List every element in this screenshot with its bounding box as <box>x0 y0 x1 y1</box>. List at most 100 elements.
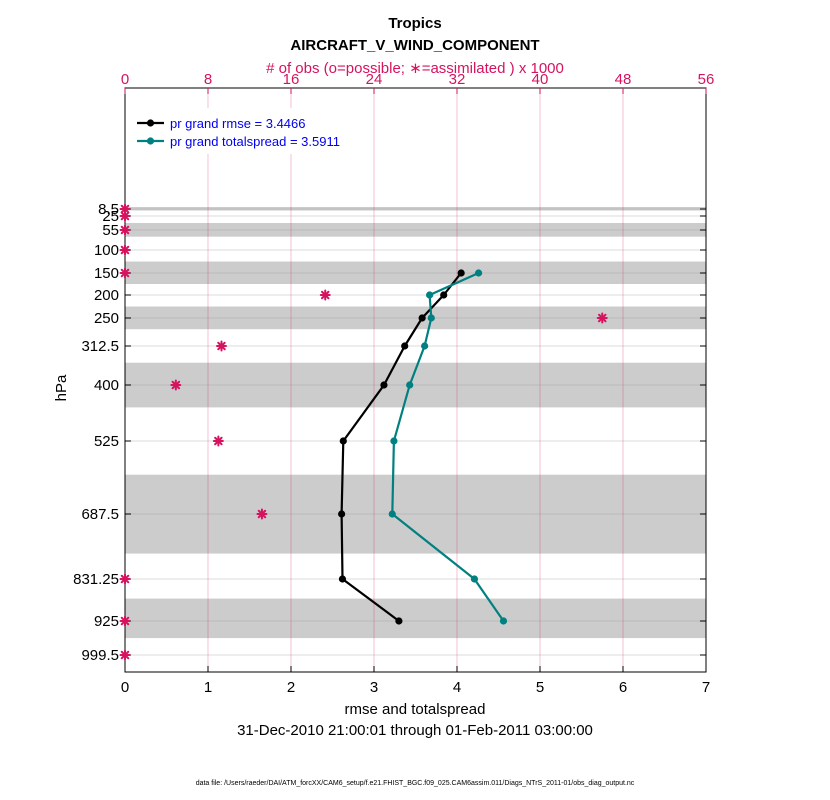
x-tick-label: 3 <box>370 679 378 696</box>
legend: pr grand rmse = 3.4466 pr grand totalspre… <box>131 108 371 154</box>
time-range-label: 31-Dec-2010 21:00:01 through 01-Feb-2011… <box>237 722 593 739</box>
series-lines <box>338 269 508 625</box>
top-tick-label: 24 <box>366 71 383 88</box>
obs-marker-core <box>122 213 128 219</box>
y-tick-label: 400 <box>94 377 119 394</box>
y-tick-label: 687.5 <box>81 506 119 523</box>
x-tick-label: 6 <box>619 679 627 696</box>
rmse-point <box>380 381 388 389</box>
totalspread-point <box>474 269 483 277</box>
obs-marker <box>119 203 131 215</box>
y-tick-label: 250 <box>94 310 119 327</box>
axes-box <box>124 87 707 673</box>
chart-subtitle: AIRCRAFT_V_WIND_COMPONENT <box>290 37 539 54</box>
obs-marker-core <box>173 382 179 388</box>
rmse-point <box>338 510 346 518</box>
y-tick-label: 831.25 <box>73 571 119 588</box>
top-tick-label: 40 <box>532 71 549 88</box>
obs-marker <box>119 224 131 236</box>
obs-marker-core <box>122 652 128 658</box>
x-tick-label: 2 <box>287 679 295 696</box>
y-tick-label: 999.5 <box>81 647 119 664</box>
obs-marker-core <box>122 270 128 276</box>
x-tick-labels: 0 1 2 3 4 5 6 7 <box>121 679 710 696</box>
obs-marker <box>119 649 131 661</box>
chart-title: Tropics <box>388 15 441 32</box>
y-tick-label: 200 <box>94 287 119 304</box>
obs-marker <box>212 435 224 447</box>
rmse-point <box>418 314 426 322</box>
top-tick-label: 8 <box>204 71 212 88</box>
legend-totalspread-marker <box>146 137 155 145</box>
rmse-point <box>395 617 403 625</box>
y-tick-label: 25 <box>102 208 119 225</box>
layer-band <box>125 598 706 639</box>
obs-marker <box>119 244 131 256</box>
obs-marker <box>119 267 131 279</box>
legend-totalspread-label: pr grand totalspread = 3.5911 <box>170 134 340 149</box>
obs-marker <box>596 312 608 324</box>
legend-rmse-marker <box>146 119 155 127</box>
axis-ticks <box>124 88 707 672</box>
obs-marker-core <box>219 343 224 349</box>
top-tick-label: 16 <box>283 71 300 88</box>
y-tick-label: 150 <box>94 265 119 282</box>
y-tick-label: 55 <box>102 222 119 239</box>
rmse-point <box>440 291 448 299</box>
obs-marker-core <box>323 292 328 298</box>
obs-marker <box>170 379 182 391</box>
obs-marker <box>119 573 131 585</box>
totalspread-point <box>426 291 434 299</box>
y-tick-label: 525 <box>94 433 119 450</box>
obs-marker-core <box>259 511 265 517</box>
obs-marker <box>119 615 131 627</box>
footer-file-path: data file: /Users/raeder/DAI/ATM_forcXX/… <box>196 780 635 787</box>
obs-marker-core <box>122 206 128 212</box>
obs-marker <box>256 508 268 520</box>
rmse-point <box>339 437 347 445</box>
totalspread-point <box>470 575 479 583</box>
rmse-point <box>338 575 347 583</box>
totalspread-point <box>499 617 508 625</box>
totalspread-point <box>427 314 435 322</box>
x-tick-label: 7 <box>702 679 710 696</box>
obs-marker <box>319 289 331 301</box>
obs-marker-core <box>122 576 128 582</box>
totalspread-point <box>390 437 398 445</box>
totalspread-point <box>421 342 429 350</box>
y-axis-label: hPa <box>53 374 70 401</box>
obs-markers <box>119 203 608 661</box>
rmse-point <box>457 269 465 277</box>
x-tick-label: 5 <box>536 679 544 696</box>
vertical-gridlines <box>207 88 624 672</box>
obs-marker-core <box>216 438 221 444</box>
layer-bands <box>125 207 706 639</box>
legend-box <box>131 108 371 154</box>
obs-marker <box>215 340 227 352</box>
top-tick-label: 0 <box>121 71 129 88</box>
totalspread-point <box>388 510 396 518</box>
obs-marker <box>119 210 131 222</box>
x-axis-label: rmse and totalspread <box>345 701 486 718</box>
top-tick-label: 56 <box>698 71 715 88</box>
y-tick-label: 100 <box>94 242 119 259</box>
top-tick-labels: 0 8 16 24 32 40 48 56 <box>121 71 715 88</box>
top-axis-label: # of obs (o=possible; ∗=assimilated ) x … <box>266 60 564 77</box>
x-tick-label: 4 <box>453 679 461 696</box>
y-tick-label: 8.5 <box>98 201 119 218</box>
rmse-point <box>401 342 409 350</box>
obs-marker-core <box>122 247 128 253</box>
x-tick-label: 1 <box>204 679 212 696</box>
y-tick-label: 925 <box>94 613 119 630</box>
top-tick-label: 48 <box>615 71 632 88</box>
totalspread-point <box>406 381 414 389</box>
x-tick-label: 0 <box>121 679 129 696</box>
obs-marker-core <box>122 618 128 624</box>
obs-marker-core <box>600 315 605 321</box>
y-tick-label: 312.5 <box>81 338 119 355</box>
obs-marker-core <box>122 227 128 233</box>
top-tick-label: 32 <box>449 71 466 88</box>
legend-rmse-label: pr grand rmse = 3.4466 <box>170 116 306 131</box>
